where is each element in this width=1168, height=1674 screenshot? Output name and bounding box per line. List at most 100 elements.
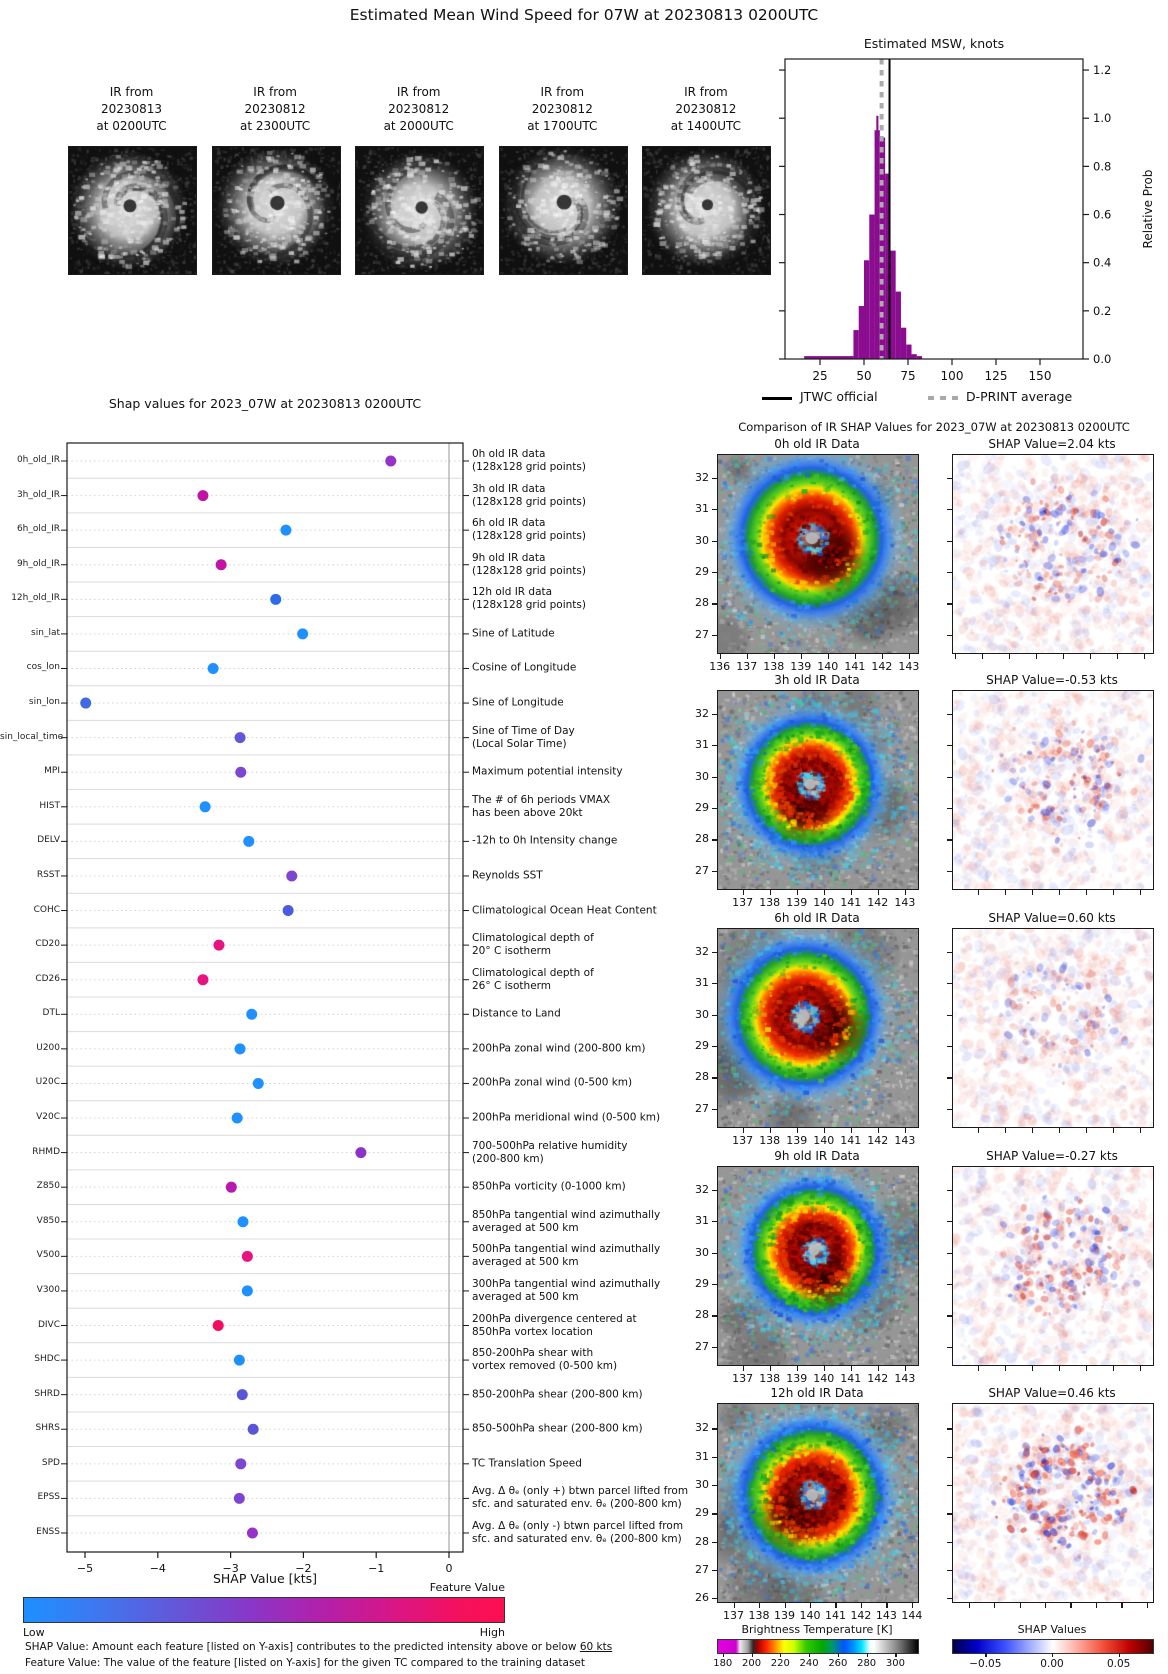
shap-feature-desc-HIST: The # of 6h periods VMAX has been above … bbox=[472, 793, 611, 819]
ytick-mark bbox=[947, 713, 952, 716]
ir-thumbnail-label: IR from 20230812 at 2000UTC bbox=[383, 85, 454, 133]
ir-data-panel-2 bbox=[717, 928, 919, 1128]
xtick-label: 142 bbox=[871, 660, 893, 673]
ytick-mark bbox=[712, 1252, 717, 1254]
xtick-mark bbox=[854, 654, 857, 659]
ytick-mark bbox=[712, 634, 717, 636]
ytick-label: 28 bbox=[695, 1070, 709, 1084]
shap-feature-name-12h_old_IR: 12h_old_IR bbox=[11, 593, 60, 604]
shap-feature-desc-sin_lat: Sine of Latitude bbox=[472, 627, 555, 640]
shap-cbar-tick-label: −0.05 bbox=[969, 1658, 1002, 1670]
ytick-label: 27 bbox=[695, 863, 709, 877]
ytick-mark bbox=[712, 1346, 717, 1348]
shap-feature-desc-V300: 300hPa tangential wind azimuthally avera… bbox=[472, 1277, 661, 1303]
shap-feature-desc-RSST: Reynolds SST bbox=[472, 869, 543, 882]
xtick-mark bbox=[1112, 890, 1114, 895]
histogram-ytick: 0.2 bbox=[1093, 304, 1111, 318]
ytick-label: 28 bbox=[695, 832, 709, 846]
xtick-mark bbox=[733, 1603, 735, 1608]
ytick-mark bbox=[947, 1541, 952, 1543]
xtick-label: 137 bbox=[732, 896, 754, 909]
bt-cbar-tick-label: 180 bbox=[713, 1658, 733, 1669]
shap-feature-name-3h_old_IR: 3h_old_IR bbox=[16, 489, 60, 500]
shap-xtick: −1 bbox=[368, 1562, 384, 1575]
bt-cbar-tick-label: 280 bbox=[857, 1658, 877, 1669]
xtick-label: 141 bbox=[840, 896, 862, 909]
shap-cbar-tick-label: 0.00 bbox=[1040, 1658, 1064, 1670]
ytick-mark bbox=[712, 1485, 717, 1487]
xtick-mark bbox=[877, 1366, 879, 1371]
histogram-ylabel: Relative Prob bbox=[1141, 169, 1155, 249]
shap-dot-RHMD bbox=[355, 1147, 367, 1159]
xtick-mark bbox=[1035, 654, 1037, 659]
ytick-mark bbox=[947, 1221, 952, 1223]
histogram-xtick: 150 bbox=[1029, 369, 1052, 383]
shap-feature-name-EPSS: EPSS bbox=[37, 1492, 60, 1503]
ytick-mark bbox=[947, 509, 952, 511]
xtick-mark bbox=[994, 1603, 996, 1608]
ytick-mark bbox=[712, 1569, 717, 1572]
ytick-label: 28 bbox=[695, 596, 709, 610]
ytick-mark bbox=[947, 983, 952, 985]
xtick-label: 141 bbox=[824, 1609, 846, 1622]
histogram-ytick: 1.2 bbox=[1093, 63, 1111, 77]
xtick-mark bbox=[1089, 654, 1092, 659]
shap-colorbar-title: SHAP Values bbox=[1017, 1623, 1087, 1636]
shap-dot-6h_old_IR bbox=[280, 524, 292, 536]
xtick-mark bbox=[1085, 1128, 1087, 1133]
legend-dprint-line-sample bbox=[928, 396, 958, 400]
histogram-bar bbox=[804, 356, 854, 359]
ytick-mark bbox=[712, 477, 717, 480]
xtick-mark bbox=[769, 1128, 771, 1133]
shap-feature-name-DELV: DELV bbox=[37, 835, 60, 846]
shap-map-panel-2 bbox=[952, 928, 1154, 1128]
bt-colorbar bbox=[717, 1639, 919, 1654]
xtick-label: 142 bbox=[850, 1609, 872, 1622]
shap-feature-desc-12h_old_IR: 12h old IR data (128x128 grid points) bbox=[472, 586, 586, 612]
ytick-mark bbox=[712, 983, 717, 985]
shap-feature-name-V500: V500 bbox=[36, 1250, 60, 1261]
xtick-mark bbox=[881, 654, 884, 659]
bt-cbar-tick-label: 300 bbox=[885, 1658, 905, 1669]
bt-cbar-tick bbox=[751, 1653, 753, 1657]
xtick-mark bbox=[1112, 1366, 1114, 1371]
shap-dot-V500 bbox=[241, 1250, 253, 1262]
xtick-mark bbox=[1004, 1128, 1006, 1133]
xtick-mark bbox=[769, 1366, 771, 1371]
ytick-mark bbox=[947, 839, 952, 841]
shap-dot-DIVC bbox=[212, 1320, 224, 1331]
shap-feature-desc-ENSS: Avg. Δ θₑ (only -) btwn parcel lifted fr… bbox=[472, 1519, 684, 1545]
shap-feature-desc-DELV: -12h to 0h Intensity change bbox=[472, 834, 618, 847]
legend-jtwc-line-sample bbox=[762, 397, 792, 400]
ir-thumbnail-image-0 bbox=[68, 146, 197, 275]
shap-dot-DTL bbox=[246, 1008, 258, 1020]
shap-values-colorbar bbox=[952, 1639, 1154, 1654]
xtick-mark bbox=[827, 654, 829, 659]
ir-data-panel-4 bbox=[717, 1403, 919, 1603]
shap-feature-desc-V20C: 200hPa meridional wind (0-500 km) bbox=[472, 1111, 661, 1124]
shap-dot-0h_old_IR bbox=[385, 455, 397, 467]
xtick-mark bbox=[1019, 1603, 1021, 1608]
shap-dot-U200 bbox=[234, 1043, 246, 1055]
bt-cbar-tick bbox=[722, 1653, 724, 1657]
ir-panel-title-2: 6h old IR Data bbox=[774, 911, 860, 925]
msw-histogram-svg: 25 50 75 100 125 150 0.0 0.2 0.4 0.6 0.8 1.0 1.2 bbox=[779, 58, 1111, 383]
shap-feature-name-ENSS: ENSS bbox=[36, 1526, 60, 1537]
shap-feature-name-cos_lon: cos_lon bbox=[26, 662, 60, 673]
xtick-label: 142 bbox=[867, 1134, 889, 1147]
ytick-label: 31 bbox=[695, 1214, 709, 1228]
ytick-mark bbox=[712, 745, 717, 747]
xtick-label: 143 bbox=[875, 1609, 897, 1622]
ytick-label: 32 bbox=[695, 944, 709, 958]
ytick-label: 29 bbox=[695, 1276, 709, 1290]
ytick-label: 29 bbox=[695, 1038, 709, 1052]
ir-thumbnail-image-2 bbox=[355, 146, 485, 275]
xtick-label: 140 bbox=[813, 1134, 835, 1147]
xtick-label: 143 bbox=[894, 1372, 916, 1385]
xtick-mark bbox=[977, 890, 979, 895]
histogram-bar bbox=[895, 291, 901, 359]
shap-cbar-tick bbox=[985, 1653, 987, 1657]
shap-dot-COHC bbox=[282, 905, 294, 917]
histogram-bar bbox=[853, 330, 859, 359]
